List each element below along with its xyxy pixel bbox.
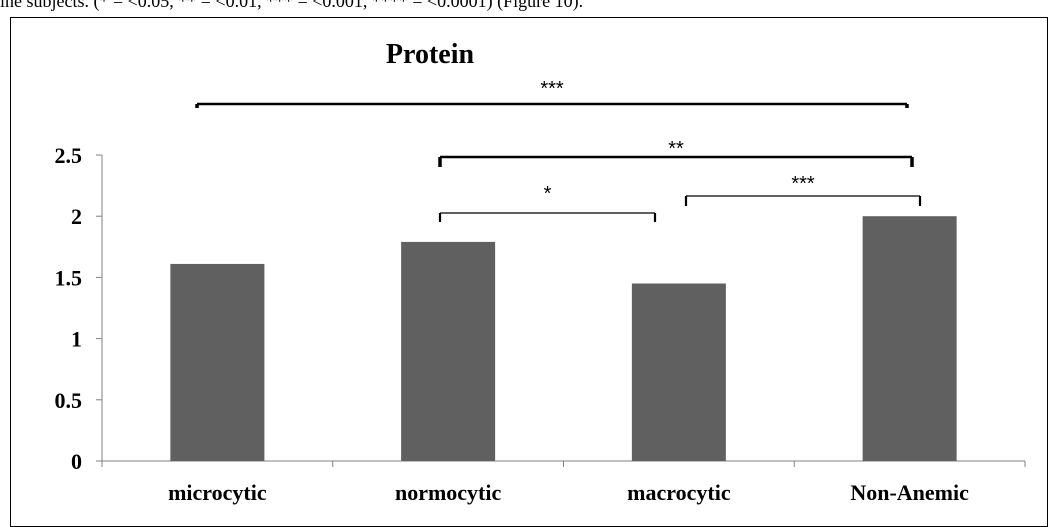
y-tick-label: 2.5 <box>55 143 83 168</box>
significance-label: * <box>544 183 552 205</box>
y-tick-label: 0.5 <box>55 388 83 413</box>
chart-title: Protein <box>386 39 475 70</box>
y-tick-label: 1 <box>71 327 82 352</box>
bar-macrocytic <box>631 283 726 461</box>
y-tick-label: 2 <box>71 204 82 229</box>
bar-microcytic <box>170 263 265 461</box>
y-tick-label: 1.5 <box>55 265 83 290</box>
figure-caption-fragment: ine subjects. (* = <0.05, ** = <0.01, **… <box>0 0 584 11</box>
axes: 0 0.5 1 1.5 2 2.5 microcytic normocytic macrocyt… <box>55 143 1026 505</box>
significance-label: *** <box>540 78 564 100</box>
significance-bracket: *** <box>684 173 922 206</box>
significance-bracket: *** <box>195 78 909 108</box>
x-tick-label: macrocytic <box>627 480 731 505</box>
bars <box>170 216 957 461</box>
bar-normocytic <box>401 241 496 461</box>
x-tick-label: Non-Anemic <box>850 480 969 505</box>
significance-label: *** <box>791 173 815 195</box>
y-tick-label: 0 <box>71 449 82 474</box>
significance-bracket: * <box>438 183 657 222</box>
significance-brackets: ****** *** <box>195 78 922 222</box>
significance-label: ** <box>668 138 684 160</box>
x-tick-label: normocytic <box>395 480 502 505</box>
bar-non-anemic <box>862 216 957 461</box>
x-tick-label: microcytic <box>168 480 267 505</box>
significance-bracket: ** <box>438 138 914 167</box>
